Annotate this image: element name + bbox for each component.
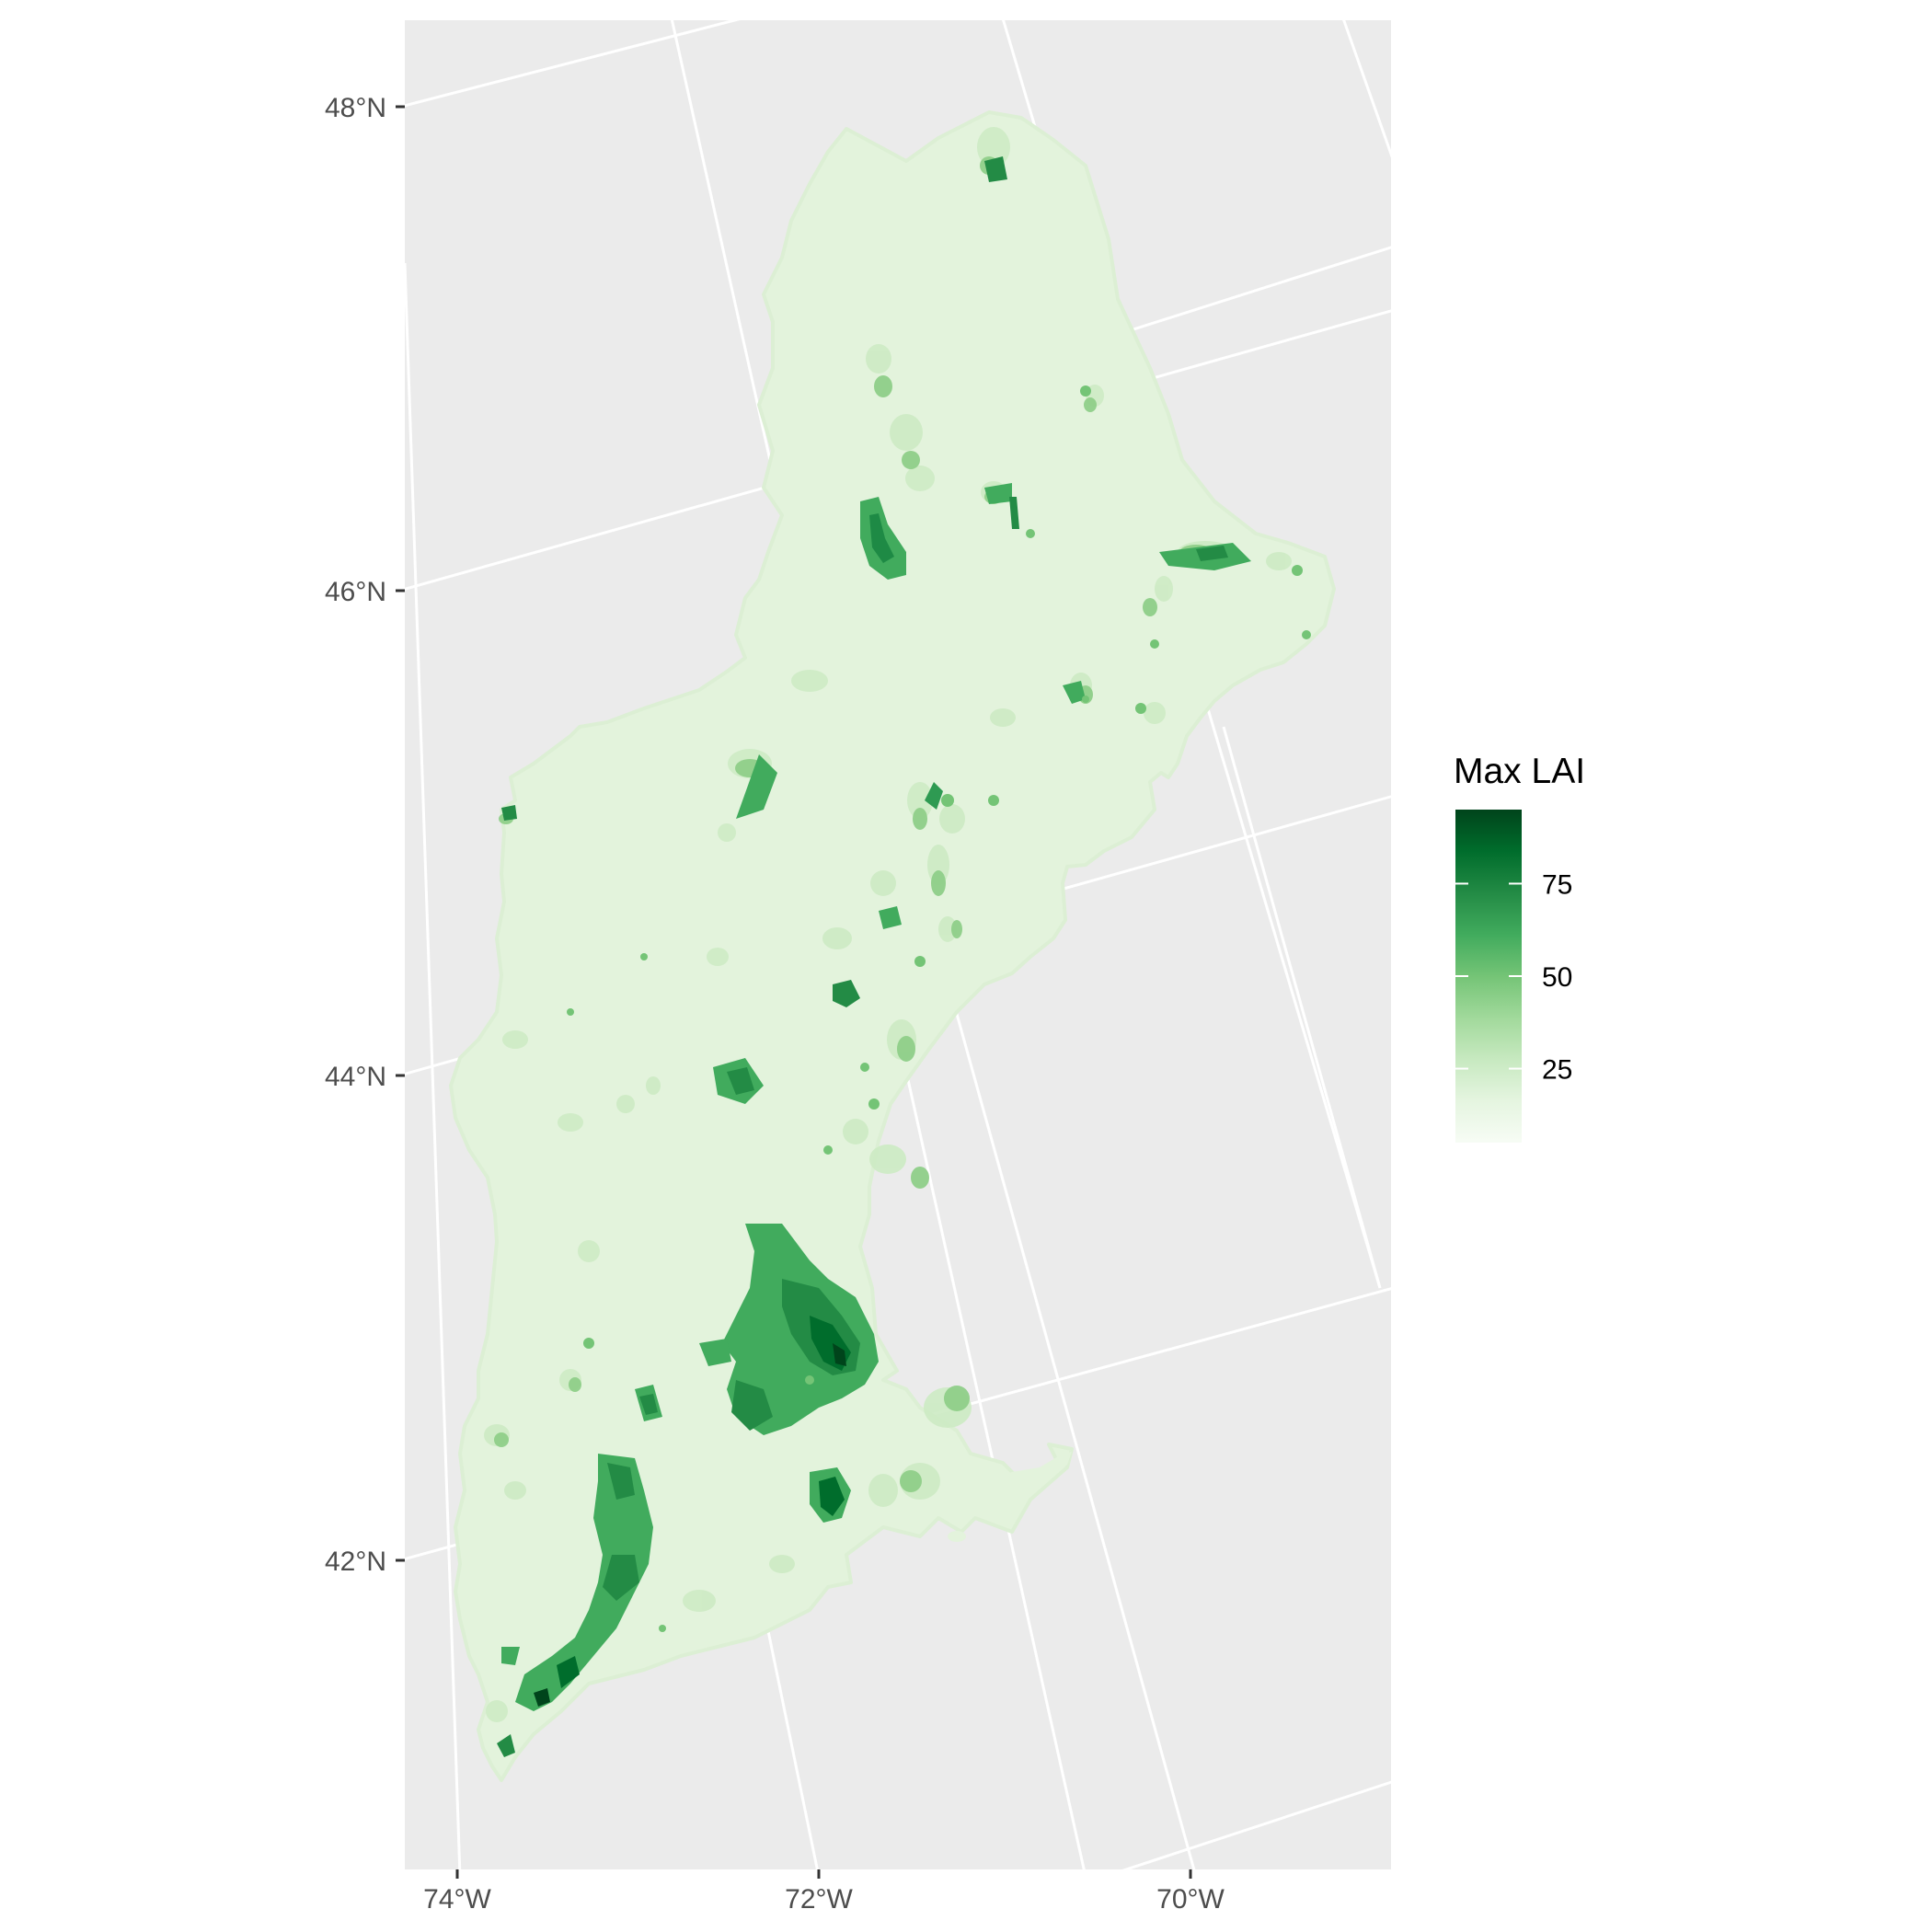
meridian-70w-lower xyxy=(937,947,1196,1869)
meridian-70w xyxy=(1342,20,1391,158)
lat-label-44n: 44°N xyxy=(325,1062,386,1092)
legend-title: Max LAI xyxy=(1454,752,1585,791)
parallel-40n xyxy=(1121,1780,1391,1869)
lat-label-48n: 48°N xyxy=(325,93,386,123)
lat-axis xyxy=(396,105,405,1562)
island-east xyxy=(990,1501,1016,1516)
scattered-spots xyxy=(567,385,1311,1632)
dense-clusters xyxy=(497,156,1251,1757)
lon-axis xyxy=(455,1869,1192,1879)
lon-label-70w: 70°W xyxy=(1156,1884,1225,1915)
legend-label-25: 25 xyxy=(1542,1055,1572,1086)
map-region xyxy=(449,110,1336,1782)
cape-landmass xyxy=(984,1452,1072,1509)
legend: Max LAI 75 50 25 xyxy=(1454,752,1585,1143)
coastal-islands xyxy=(948,1452,1072,1542)
cluster-southwest xyxy=(515,1454,653,1711)
parallel-48n xyxy=(405,20,741,108)
lon-label-74w: 74°W xyxy=(423,1884,491,1915)
meridian-74w xyxy=(405,262,462,1869)
cluster-top xyxy=(984,156,1007,182)
lat-label-42n: 42°N xyxy=(325,1547,386,1577)
legend-label-75: 75 xyxy=(1542,869,1572,900)
lon-label-72w: 72°W xyxy=(785,1884,853,1915)
meridian-71w xyxy=(1222,726,1382,1289)
lat-label-46n: 46°N xyxy=(325,577,386,607)
legend-label-50: 50 xyxy=(1542,962,1572,993)
cluster-central-1 xyxy=(833,980,860,1007)
island-south xyxy=(948,1531,966,1542)
legend-ticks: 75 50 25 xyxy=(1455,869,1572,1086)
